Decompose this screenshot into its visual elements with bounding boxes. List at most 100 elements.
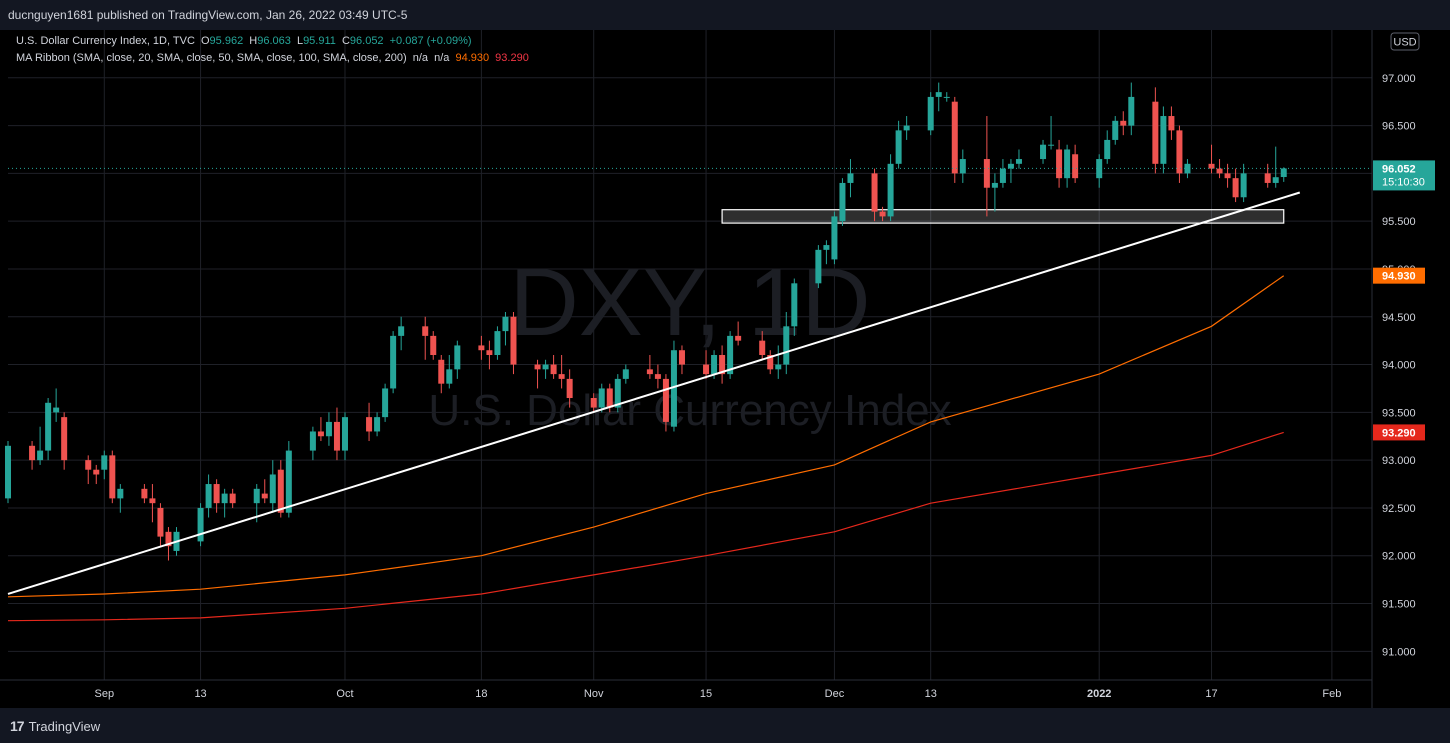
- time-tick-label: 13: [925, 688, 937, 700]
- candle-body: [1232, 178, 1239, 198]
- candle-body: [149, 498, 156, 504]
- candle-body: [317, 431, 324, 437]
- chart-grid: [8, 30, 1372, 680]
- candle-body: [269, 474, 276, 504]
- candle-body: [1064, 149, 1071, 179]
- candle-body: [662, 378, 669, 422]
- candle-body: [999, 168, 1006, 183]
- legend-ma200: 93.290: [495, 52, 529, 64]
- candle-body: [101, 455, 108, 470]
- candle-body: [1272, 177, 1279, 183]
- candle-body: [935, 92, 942, 97]
- legend-symbol-row: U.S. Dollar Currency Index, 1D, TVC O95.…: [16, 35, 475, 47]
- candle-body: [943, 96, 950, 98]
- candle-body: [478, 345, 485, 351]
- legend-l-label: L: [296, 35, 304, 47]
- time-tick-label: 17: [1205, 688, 1217, 700]
- legend-low: 95.911: [303, 35, 336, 47]
- price-tick-label: 97.000: [1382, 73, 1416, 85]
- price-tick-label: 92.500: [1382, 503, 1416, 515]
- legend-close: 96.052: [349, 35, 384, 47]
- candle-body: [213, 484, 220, 504]
- candle-body: [550, 364, 557, 375]
- candle-body: [767, 355, 774, 370]
- candle-body: [983, 159, 990, 188]
- candle-body: [678, 350, 685, 365]
- candle-body: [534, 364, 541, 370]
- candlestick-chart[interactable]: DXY, 1D U.S. Dollar Currency Index 97.00…: [0, 30, 1450, 708]
- time-tick-label: Oct: [336, 688, 353, 700]
- candle-body: [325, 421, 332, 437]
- time-tick-label: 2022: [1087, 688, 1111, 700]
- publisher-line: ducnguyen1681 published on TradingView.c…: [8, 8, 408, 22]
- candle-body: [1120, 120, 1127, 126]
- candle-body: [703, 364, 710, 375]
- candle-body: [1176, 130, 1183, 174]
- candle-body: [711, 355, 718, 375]
- candle-body: [502, 316, 509, 332]
- legend-open: 95.962: [209, 35, 244, 47]
- watermark-ticker: DXY, 1D: [509, 249, 870, 356]
- candle-body: [93, 469, 100, 475]
- tradingview-brand[interactable]: 17 TradingView: [10, 718, 100, 734]
- trendline-line: [7, 191, 1301, 595]
- candle-body: [1168, 116, 1175, 131]
- candle-body: [566, 378, 573, 399]
- candle-body: [494, 331, 501, 355]
- legend-change: +0.087 (+0.09%): [389, 35, 472, 47]
- price-axis[interactable]: 97.00096.50096.00095.50095.00094.50094.0…: [1371, 30, 1450, 708]
- candle-body: [759, 340, 766, 355]
- trendline[interactable]: [7, 191, 1301, 595]
- price-tick-label: 94.500: [1382, 312, 1416, 324]
- candle-body: [1015, 159, 1022, 164]
- legend-high: 96.063: [257, 35, 291, 47]
- candle-body: [229, 493, 236, 504]
- candle-body: [253, 488, 260, 504]
- candle-body: [622, 369, 629, 379]
- candle-body: [454, 345, 461, 370]
- candle-body: [1072, 154, 1079, 179]
- candle-body: [1007, 163, 1014, 169]
- candle-body: [590, 398, 597, 408]
- time-tick-label: 18: [475, 688, 487, 700]
- candle-body: [847, 173, 854, 183]
- ma200-tag: [1373, 424, 1425, 441]
- ma200-line: [7, 431, 1284, 622]
- price-tick-label: 92.000: [1382, 551, 1416, 563]
- legend-ma-row: MA Ribbon (SMA, close, 20, SMA, close, 5…: [16, 52, 532, 64]
- candle-body: [197, 507, 204, 542]
- candle-body: [1280, 168, 1287, 178]
- legend-c-label: C: [341, 35, 350, 47]
- candle-body: [29, 445, 36, 461]
- legend-ma20: n/a: [412, 52, 429, 64]
- candle-body: [959, 159, 966, 174]
- candle-body: [398, 326, 405, 336]
- price-tick-label: 95.500: [1382, 216, 1416, 228]
- candle-body: [85, 460, 92, 470]
- bottom-bar: 17 TradingView: [0, 708, 1450, 743]
- candle-body: [341, 417, 348, 451]
- price-tick-label: 93.000: [1382, 455, 1416, 467]
- candle-body: [45, 402, 52, 451]
- candle-body: [53, 407, 60, 413]
- last-price-label: 96.052: [1382, 163, 1416, 175]
- candle-body: [333, 421, 340, 451]
- price-tick-label: 91.000: [1382, 646, 1416, 658]
- candle-body: [542, 364, 549, 370]
- countdown-label: 15:10:30: [1382, 176, 1425, 188]
- candle-body: [1104, 139, 1111, 160]
- candle-body: [165, 531, 172, 547]
- chart-watermark: DXY, 1D U.S. Dollar Currency Index: [428, 249, 951, 435]
- candle-body: [735, 335, 742, 341]
- candle-body: [1096, 159, 1103, 179]
- time-tick-label: Dec: [825, 688, 845, 700]
- time-tick-label: Sep: [94, 688, 114, 700]
- last-price-tag: [1373, 160, 1435, 191]
- candle-body: [895, 130, 902, 164]
- candle-body: [5, 445, 11, 499]
- price-tick-label: 91.500: [1382, 599, 1416, 611]
- candle-body: [871, 173, 878, 212]
- tradingview-logo-icon: 17: [10, 718, 25, 734]
- time-axis[interactable]: Sep 13 Oct 18 Nov 15 Dec 13 2022 17 Feb: [0, 679, 1372, 700]
- price-tick-label: 96.500: [1382, 121, 1416, 133]
